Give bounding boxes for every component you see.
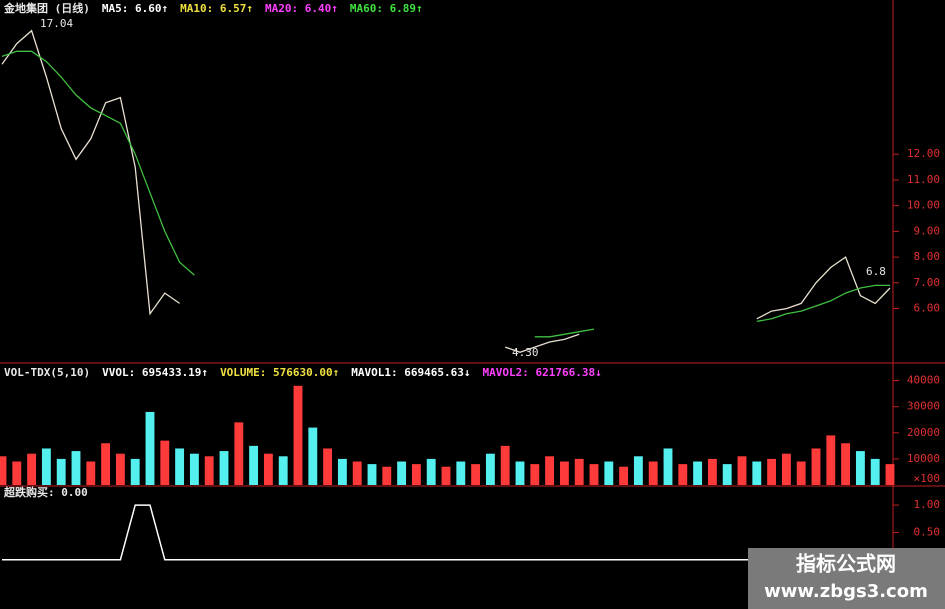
annotation: 17.04 (40, 17, 73, 30)
volume-bar (175, 448, 185, 485)
series-line (2, 504, 890, 561)
volume-bar (693, 461, 703, 485)
volume-bar (441, 466, 451, 485)
y-tick-label: 40000 (907, 374, 940, 387)
volume-bar (767, 458, 777, 485)
volume-bar (101, 443, 111, 485)
volume-bar (530, 464, 540, 485)
panel-title: 超跌购买: 0.00 (3, 485, 88, 499)
volume-bar (589, 464, 599, 485)
header-item: MAVOL2: 621766.38↓ (483, 366, 602, 379)
watermark-name: 指标公式网 (796, 552, 896, 576)
annotation: 6.8 (866, 265, 886, 278)
y-tick-label: 1.00 (914, 498, 941, 511)
unit-label: ×100 (914, 472, 941, 485)
volume-bar (86, 461, 96, 485)
volume-bar (722, 464, 732, 485)
volume-bar (619, 466, 629, 485)
volume-bar (678, 464, 688, 485)
volume-bar (367, 464, 377, 485)
y-tick-label: 20000 (907, 426, 940, 439)
volume-bar (382, 466, 392, 485)
annotation: 4.30 (512, 346, 539, 359)
volume-bar (633, 456, 643, 485)
y-tick-label: 12.00 (907, 147, 940, 160)
volume-bar (397, 461, 407, 485)
volume-bar (56, 458, 66, 485)
watermark-url: www.zbgs3.com (764, 581, 928, 602)
volume-bar (12, 461, 22, 485)
volume-bar (855, 451, 865, 485)
volume-bar (663, 448, 673, 485)
header-item: MA10: 6.57↑ (180, 2, 253, 15)
header-item: VOLUME: 576630.00↑ (220, 366, 339, 379)
y-tick-label: 8.00 (914, 250, 941, 263)
volume-bar (500, 445, 510, 485)
y-tick-label: 7.00 (914, 276, 941, 289)
volume-bar (160, 440, 170, 485)
panel-title: 金地集团 (日线) (3, 1, 90, 15)
y-tick-label: 11.00 (907, 173, 940, 186)
y-tick-label: 10000 (907, 452, 940, 465)
volume-bar (27, 453, 37, 485)
volume-bar (752, 461, 762, 485)
y-tick-label: 9.00 (914, 224, 941, 237)
y-tick-label: 6.00 (914, 302, 941, 315)
header-item: MAVOL1: 669465.63↓ (351, 366, 470, 379)
volume-bar (648, 461, 658, 485)
volume-bar (130, 458, 140, 485)
volume-bar (411, 464, 421, 485)
volume-bar (426, 458, 436, 485)
volume-bar (515, 461, 525, 485)
volume-bar (707, 458, 717, 485)
series-line (1, 50, 890, 338)
header-item: MA5: 6.60↑ (102, 2, 168, 15)
y-tick-label: 30000 (907, 400, 940, 413)
volume-bar (323, 448, 333, 485)
volume-bar (293, 385, 303, 485)
volume-bar (471, 464, 481, 485)
volume-bar (870, 458, 880, 485)
header-item: MA20: 6.40↑ (265, 2, 338, 15)
volume-bar (204, 456, 214, 485)
volume-bar (781, 453, 791, 485)
volume-bar (604, 461, 614, 485)
volume-bar (841, 443, 851, 485)
volume-bar (189, 453, 199, 485)
volume-bar (811, 448, 821, 485)
volume-bar (352, 461, 362, 485)
volume-bar (885, 464, 895, 485)
y-tick-label: 10.00 (907, 199, 940, 212)
volume-bar (249, 445, 259, 485)
y-tick-label: 0.50 (914, 525, 941, 538)
volume-bar (559, 461, 569, 485)
volume-bar (219, 451, 229, 485)
volume-bar (737, 456, 747, 485)
volume-bar (456, 461, 466, 485)
volume-bar (337, 458, 347, 485)
series-line (1, 29, 891, 353)
volume-bar (234, 422, 244, 485)
volume-bar (308, 427, 318, 485)
watermark-box (748, 548, 945, 609)
volume-bar (826, 435, 836, 485)
volume-bar (41, 448, 51, 485)
header-item: VVOL: 695433.19↑ (102, 366, 208, 379)
volume-bar (145, 411, 155, 485)
volume-bar (115, 453, 125, 485)
volume-bar (796, 461, 806, 485)
panel-title: VOL-TDX(5,10) (4, 366, 90, 379)
header-item: MA60: 6.89↑ (350, 2, 423, 15)
volume-bar (0, 456, 7, 485)
volume-bar (545, 456, 555, 485)
volume-bar (263, 453, 273, 485)
volume-bar (71, 451, 81, 485)
volume-bar (278, 456, 288, 485)
volume-bar (485, 453, 495, 485)
volume-bar (574, 458, 584, 485)
